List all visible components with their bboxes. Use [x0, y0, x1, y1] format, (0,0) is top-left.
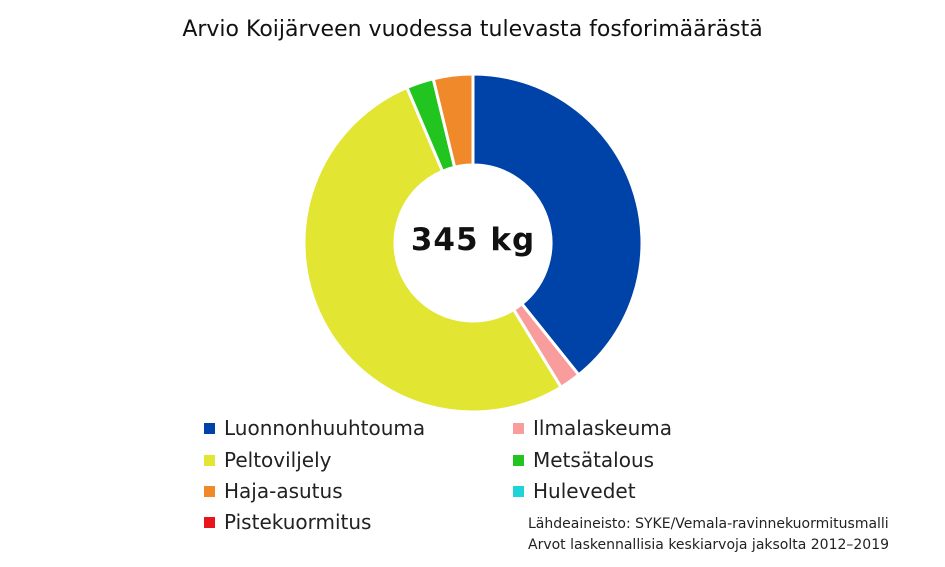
legend-swatch	[204, 516, 215, 528]
legend-swatch	[513, 422, 524, 434]
source-note: Lähdeaineisto: SYKE/Vemala-ravinnekuormi…	[528, 514, 889, 556]
legend-item-hulevedet: Hulevedet	[513, 479, 636, 503]
legend-label: Peltoviljely	[224, 448, 332, 472]
donut-slice-peltoviljely	[302, 85, 563, 414]
legend-swatch	[513, 485, 524, 497]
legend-item-peltoviljely: Peltoviljely	[204, 448, 332, 472]
legend-label: Ilmalaskeuma	[533, 416, 673, 440]
center-total-label: 345 kg	[410, 222, 536, 258]
donut-slice-haja-asutus	[431, 72, 475, 169]
chart-title: Arvio Koijärveen vuodessa tulevasta fosf…	[182, 17, 763, 42]
legend-swatch	[204, 422, 215, 434]
legend-item-ilmalaskeuma: Ilmalaskeuma	[513, 416, 672, 440]
donut-slice-luonnonhuuhtouma	[471, 72, 644, 377]
legend-label: Hulevedet	[533, 479, 636, 503]
legend-item-metsatalous: Metsätalous	[513, 448, 654, 472]
legend-label: Haja-asutus	[224, 479, 343, 503]
legend-label: Luonnonhuuhtouma	[224, 416, 426, 440]
legend-label: Metsätalous	[533, 448, 655, 472]
legend-swatch	[204, 485, 215, 497]
period-line: Arvot laskennallisia keskiarvoja jaksolt…	[528, 537, 890, 553]
legend-swatch	[513, 454, 524, 466]
legend-label: Pistekuormitus	[224, 510, 372, 534]
legend-item-pistekuormitus: Pistekuormitus	[204, 510, 371, 534]
legend-item-luonnonhuuhtouma: Luonnonhuuhtouma	[204, 416, 425, 440]
legend-swatch	[204, 454, 215, 466]
legend-item-haja-asutus: Haja-asutus	[204, 479, 343, 503]
source-line: Lähdeaineisto: SYKE/Vemala-ravinnekuormi…	[528, 516, 889, 532]
